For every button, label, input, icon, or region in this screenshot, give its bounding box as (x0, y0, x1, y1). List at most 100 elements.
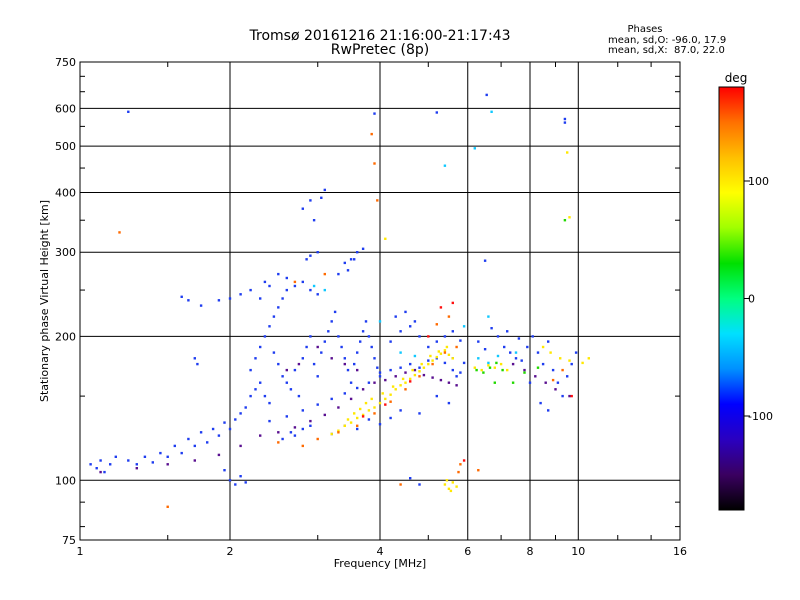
data-point (536, 366, 540, 369)
data-point (361, 415, 365, 418)
data-point (475, 368, 478, 372)
data-point (587, 357, 590, 360)
data-point (277, 441, 280, 444)
data-point (337, 429, 340, 432)
data-point (477, 357, 480, 360)
data-point (127, 459, 130, 462)
data-point (330, 397, 333, 401)
data-point (367, 381, 371, 384)
data-point (534, 375, 537, 378)
data-point (451, 330, 454, 333)
data-point (373, 412, 376, 415)
data-point (493, 366, 496, 369)
data-point (539, 401, 542, 405)
data-point (263, 335, 267, 338)
data-point (316, 345, 319, 349)
data-point (211, 427, 215, 431)
data-point (217, 299, 221, 302)
data-point (455, 375, 458, 378)
data-point (435, 394, 438, 398)
y-tick-label: 400 (55, 186, 76, 199)
data-point (293, 434, 297, 437)
data-point (356, 386, 359, 390)
data-point (427, 362, 430, 366)
y-tick-label: 500 (55, 140, 76, 153)
data-point (563, 219, 567, 222)
data-point (399, 351, 402, 354)
data-point (166, 455, 169, 458)
data-point (443, 349, 447, 352)
data-point (293, 284, 297, 288)
data-point (99, 470, 102, 474)
data-point (496, 335, 500, 338)
data-point (268, 401, 271, 405)
colorbar-tick-label: -100 (748, 410, 773, 423)
data-point (418, 375, 421, 378)
data-point (361, 247, 365, 250)
data-point (581, 361, 584, 365)
data-point (356, 368, 359, 372)
data-point (166, 505, 169, 508)
data-point (239, 293, 242, 296)
data-point (413, 373, 417, 377)
data-point (143, 455, 147, 458)
stats-o-mode: mean, sd,O: -96.0, 17.9 (608, 35, 726, 46)
data-point (228, 479, 232, 482)
data-point (343, 392, 346, 395)
data-point (272, 351, 276, 354)
data-point (199, 304, 203, 307)
data-point (568, 216, 571, 219)
data-point (477, 340, 480, 343)
data-point (323, 340, 326, 343)
data-point (541, 362, 545, 366)
data-point (536, 351, 540, 354)
data-point (193, 357, 196, 360)
data-point (480, 368, 483, 372)
chart-title: Tromsø 20161216 21:16:00-21:17:43 (249, 28, 511, 44)
data-point (356, 351, 359, 354)
data-point (435, 340, 438, 343)
data-point (435, 323, 438, 326)
data-point (496, 354, 500, 358)
data-point (443, 351, 447, 354)
data-point (316, 251, 319, 254)
y-tick-label: 75 (62, 534, 76, 547)
data-point (370, 132, 373, 136)
data-point (151, 461, 154, 464)
data-point (268, 284, 271, 288)
data-point (309, 419, 312, 423)
data-point (483, 348, 487, 351)
data-point (370, 345, 373, 349)
data-point (404, 371, 407, 374)
data-point (447, 381, 451, 384)
data-point (487, 315, 490, 318)
data-point (180, 451, 183, 455)
data-point (551, 378, 555, 382)
data-point (418, 412, 421, 415)
data-point (199, 431, 203, 434)
data-point (488, 366, 492, 369)
data-point (239, 412, 242, 415)
data-point (99, 459, 102, 462)
data-point (517, 337, 521, 340)
data-point (409, 380, 412, 383)
data-point (312, 219, 316, 222)
x-tick-labels: 1 2 4 6 8 10 16 (77, 545, 688, 558)
data-point (316, 375, 319, 378)
data-point (89, 463, 92, 466)
data-point (431, 376, 434, 379)
data-point (254, 357, 257, 360)
data-point (394, 315, 397, 318)
data-point (285, 288, 288, 292)
data-point (337, 406, 340, 409)
data-point (443, 483, 447, 486)
data-point (301, 444, 304, 448)
data-point (378, 423, 382, 426)
data-point (389, 393, 392, 396)
data-point (346, 368, 350, 372)
data-point (263, 280, 267, 284)
data-point (511, 362, 515, 366)
data-point (309, 424, 312, 427)
data-point (435, 355, 438, 359)
data-point (399, 366, 402, 369)
